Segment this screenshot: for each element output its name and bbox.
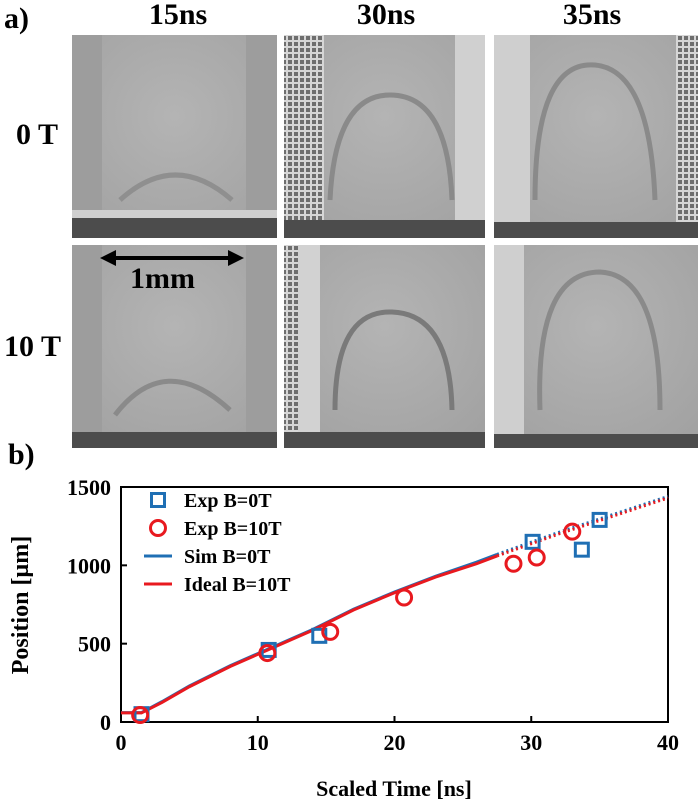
y-tick-label: 1000 — [67, 553, 111, 578]
panel-b-label: b) — [8, 438, 35, 471]
time-label-30ns: 30ns — [356, 0, 416, 31]
point-exp-b-0t — [573, 541, 590, 558]
time-label-35ns: 35ns — [562, 0, 622, 31]
field-label-10t: 10 T — [4, 330, 61, 363]
x-tick-label: 40 — [657, 730, 679, 755]
series-line-ideal-b-10t — [121, 554, 498, 715]
y-tick-label: 0 — [100, 710, 111, 735]
point-exp-b-10t — [504, 554, 523, 573]
legend-swatch-exp-b-10t — [149, 519, 167, 537]
y-tick-label: 1500 — [67, 475, 111, 500]
point-exp-b-10t — [395, 588, 414, 607]
x-tick-label: 0 — [116, 730, 127, 755]
legend-label-ideal-b-10t: Ideal B=10T — [184, 574, 291, 596]
point-exp-b-10t — [258, 644, 277, 663]
x-tick-label: 10 — [247, 730, 269, 755]
point-exp-b-10t — [563, 522, 582, 541]
radiograph-0t-30ns — [284, 35, 485, 238]
point-exp-b-10t — [321, 622, 340, 641]
position-chart: 0 10 20 30 40 0 500 1000 1500 Exp B=0T Exp B=10T S… — [8, 475, 679, 801]
point-exp-b-10t — [131, 705, 150, 724]
x-tick-label: 20 — [384, 730, 406, 755]
field-label-0t: 0 T — [16, 118, 58, 151]
scale-bar — [100, 250, 244, 266]
radiograph-grid — [72, 35, 698, 448]
x-axis-label: Scaled Time [ns] — [316, 776, 472, 801]
radiograph-10t-15ns — [72, 245, 277, 448]
legend-label-sim-b-0t: Sim B=0T — [184, 546, 271, 568]
radiograph-10t-30ns — [284, 245, 485, 448]
point-exp-b-0t — [591, 511, 608, 528]
y-tick-label: 500 — [78, 632, 111, 657]
series-extension-ideal-b-10t — [496, 496, 669, 558]
radiograph-0t-15ns — [72, 35, 277, 238]
radiograph-10t-35ns — [494, 245, 698, 448]
legend-label-exp-b-0t: Exp B=0T — [184, 490, 272, 512]
legend-swatch-exp-b-0t — [150, 492, 166, 508]
panel-a-label: a) — [4, 2, 29, 35]
point-exp-b-0t — [311, 627, 328, 644]
radiograph-0t-35ns — [494, 35, 698, 238]
y-axis-label: Position [µm] — [8, 536, 34, 674]
scale-bar-label: 1mm — [130, 262, 195, 295]
point-exp-b-10t — [527, 548, 546, 567]
legend-label-exp-b-10t: Exp B=10T — [184, 518, 282, 540]
time-label-15ns: 15ns — [148, 0, 208, 31]
point-exp-b-0t — [524, 533, 541, 550]
x-tick-label: 30 — [520, 730, 542, 755]
series-extension-sim-b-0t — [496, 494, 669, 556]
